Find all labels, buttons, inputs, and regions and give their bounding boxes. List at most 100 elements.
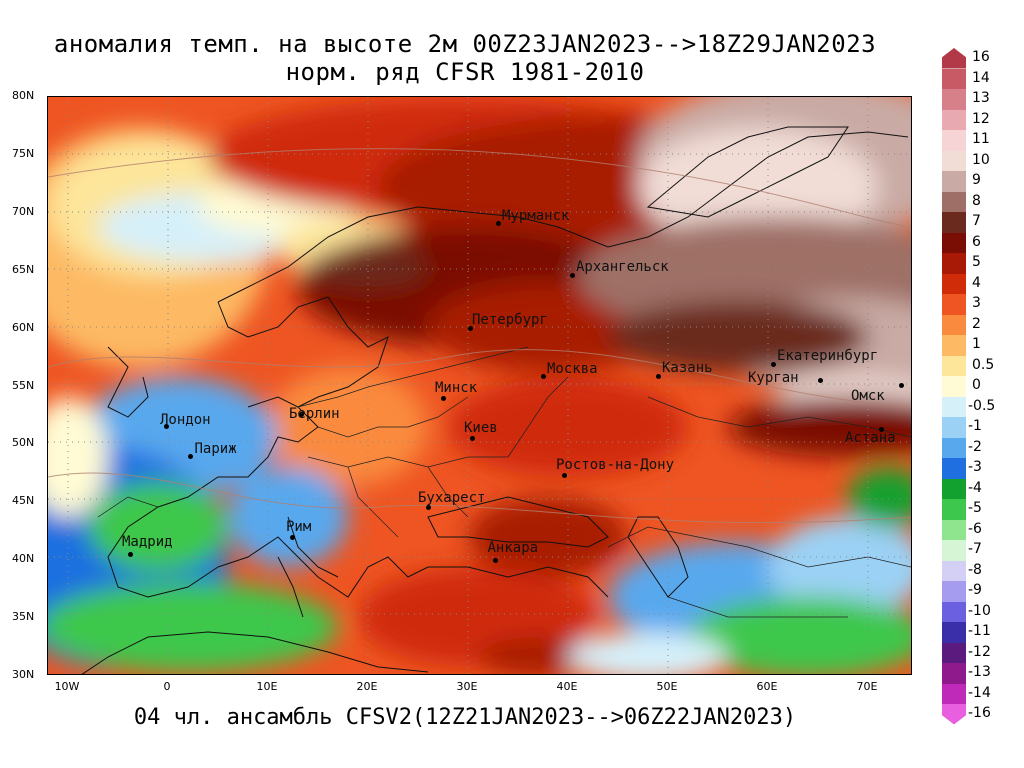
legend-swatch (942, 540, 966, 561)
legend-label: -14 (968, 684, 991, 701)
legend-swatch (942, 683, 966, 704)
legend-swatch (942, 704, 966, 725)
city-marker (440, 395, 446, 401)
legend-label: -1 (968, 418, 982, 434)
legend-swatch (942, 130, 966, 151)
city-marker (770, 361, 776, 367)
lon-tick-label: 10E (256, 680, 278, 693)
city-marker (493, 557, 498, 563)
legend-swatch (942, 273, 966, 294)
city-label: Мурманск (502, 207, 570, 224)
legend-swatch (942, 355, 966, 376)
city-marker (817, 377, 823, 383)
legend-label: -5 (968, 500, 982, 516)
legend-label: 9 (972, 172, 981, 188)
city-marker (425, 505, 431, 511)
city-label: Астана (845, 429, 896, 446)
legend-label: 2 (972, 315, 981, 332)
city-label: Анкара (487, 540, 539, 556)
lat-tick-label: 65N (12, 262, 35, 276)
city-marker (495, 221, 501, 227)
city-label: Омск (851, 387, 885, 404)
city-marker (469, 435, 475, 441)
city-label: Казань (662, 360, 713, 377)
legend-label: -2 (968, 438, 982, 455)
city-marker (569, 272, 575, 278)
legend-swatch (942, 478, 966, 499)
lat-tick-label: 50N (12, 436, 35, 450)
legend-swatch (942, 601, 966, 622)
city-marker (540, 374, 546, 380)
legend-label: -7 (968, 541, 982, 557)
legend-label: -3 (968, 459, 982, 475)
lon-tick-label: 30E (456, 680, 478, 693)
city-label: Берлин (289, 406, 340, 423)
legend-swatch (942, 335, 966, 356)
legend-label: -6 (968, 520, 982, 537)
city-marker (127, 551, 133, 557)
lat-tick-label: 55N (12, 378, 35, 392)
legend-label: 16 (972, 49, 990, 65)
legend-label: 1 (972, 336, 981, 352)
lat-tick-label: 40N (12, 552, 35, 566)
legend-swatch (942, 48, 966, 69)
legend-swatch (942, 109, 966, 130)
lon-tick-label: 0 (163, 680, 171, 693)
lat-tick-label: 30N (12, 668, 35, 681)
legend-label: -16 (968, 705, 991, 721)
city-label: Ростов-на-Дону (556, 457, 675, 474)
map-subtitle: норм. ряд CFSR 1981-2010 (285, 58, 645, 86)
city-label: Бухарест (418, 489, 486, 506)
ensemble-footer: 04 чл. ансамбль CFSV2(12Z21JAN2023-->06Z… (133, 705, 797, 730)
legend-swatch (942, 376, 966, 397)
lon-tick-label: 50E (656, 680, 678, 693)
city-label: Мадрид (122, 534, 173, 551)
city-label: Париж (194, 440, 237, 457)
legend-label: 5 (972, 254, 981, 270)
city-marker (878, 427, 884, 433)
legend-label: -11 (968, 623, 991, 639)
lat-tick-label: 80N (12, 89, 35, 102)
legend-swatch (942, 253, 966, 274)
legend-swatch (942, 417, 966, 438)
legend-label: -10 (968, 602, 991, 619)
legend-label: -12 (968, 643, 991, 660)
legend-label: -4 (968, 479, 982, 496)
legend-swatch (942, 150, 966, 171)
lon-tick-label: 70E (856, 680, 878, 693)
legend-label: 3 (972, 295, 981, 311)
legend-swatch (942, 294, 966, 315)
legend-swatch (942, 642, 966, 663)
legend-swatch (942, 581, 966, 602)
city-marker (467, 325, 473, 331)
lon-tick-label: 10W (54, 680, 80, 693)
legend-swatch (942, 314, 966, 335)
color-legend: 16 14 13 12 11 10 9 8 7 6 5 4 3 2 1 0.5 0 -0.5 -1 -2 -3 -4 -5 -… (938, 48, 1024, 725)
legend-label: -9 (968, 582, 982, 598)
legend-label: 14 (972, 69, 990, 86)
lat-tick-label: 70N (12, 204, 35, 218)
legend-swatch (942, 663, 966, 684)
lat-tick-label: 45N (12, 494, 35, 508)
anomaly-map (47, 96, 912, 675)
city-label: Лондон (160, 412, 211, 429)
legend-label: 12 (972, 110, 990, 127)
legend-swatch (942, 396, 966, 417)
lat-tick-label: 60N (12, 320, 35, 334)
city-marker (289, 534, 295, 540)
legend-swatch (942, 89, 966, 110)
legend-label: -13 (968, 664, 991, 680)
city-label: Екатеринбург (777, 348, 879, 365)
legend-label: 0.5 (972, 356, 995, 373)
legend-label: 8 (972, 192, 981, 209)
city-label: Курган (748, 370, 799, 387)
legend-swatch (942, 68, 966, 89)
city-label: Киев (464, 420, 498, 437)
city-label: Москва (547, 360, 598, 377)
legend-swatch (942, 191, 966, 212)
legend-swatch (942, 171, 966, 192)
legend-swatch (942, 232, 966, 253)
city-label: Архангельск (576, 259, 669, 276)
city-label: Петербург (472, 312, 548, 329)
legend-swatch (942, 499, 966, 520)
